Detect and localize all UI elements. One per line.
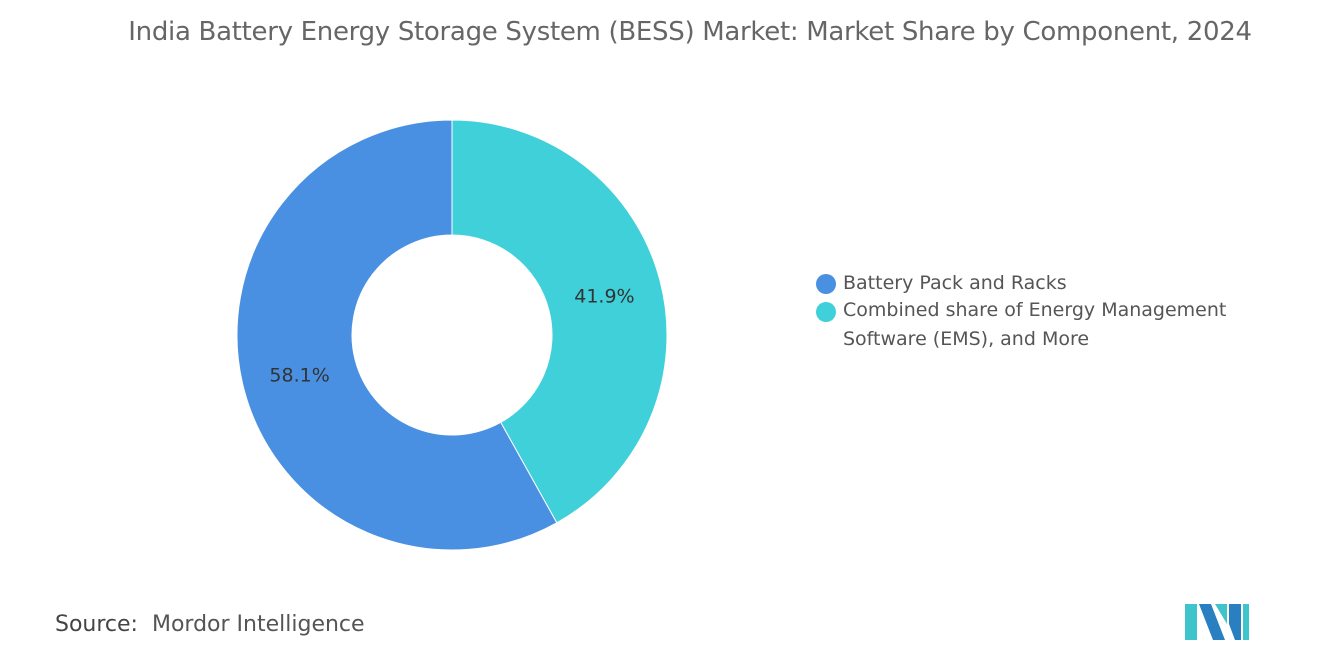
legend-swatch (816, 274, 836, 294)
legend-label: Combined share of Energy Management Soft… (843, 299, 1227, 350)
mordor-logo-icon (1185, 604, 1249, 640)
legend: Battery Pack and Racks Combined share of… (816, 272, 1263, 360)
source: Source: Mordor Intelligence (55, 612, 365, 637)
data-label: 41.9% (574, 285, 634, 307)
legend-label: Battery Pack and Racks (843, 272, 1067, 294)
legend-swatch (816, 302, 836, 322)
source-label: Source: (55, 612, 138, 637)
chart-title: India Battery Energy Storage System (BES… (128, 17, 1252, 47)
donut-slice (236, 119, 558, 551)
legend-item: Battery Pack and Racks (816, 272, 1263, 294)
donut-slice (451, 119, 668, 524)
source-value: Mordor Intelligence (151, 612, 365, 637)
legend-item: Combined share of Energy Management Soft… (816, 299, 1263, 354)
data-label: 58.1% (269, 365, 329, 387)
